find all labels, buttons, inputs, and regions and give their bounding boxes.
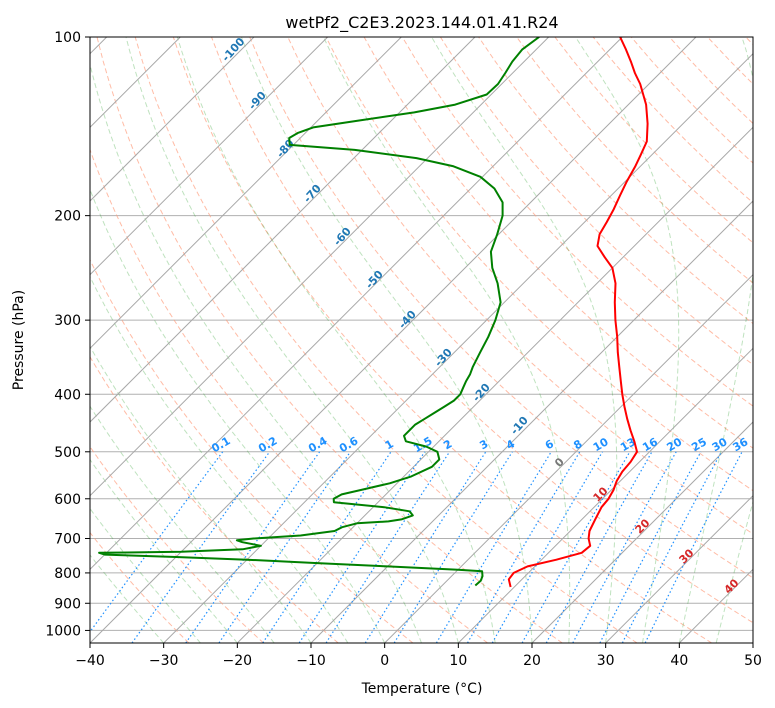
mixing-ratio-line (521, 451, 631, 643)
moist-adiabat-line (678, 37, 753, 643)
y-tick-label: 900 (54, 596, 81, 612)
moist-adiabat-line (431, 37, 618, 643)
moist-adiabat-line (90, 188, 386, 643)
y-tick-label: 300 (54, 313, 81, 329)
isotherm-line (90, 37, 329, 276)
isotherm-line (531, 421, 753, 643)
moist-adiabat-line (90, 405, 275, 643)
mixing-ratio-line (644, 451, 743, 643)
isotherm-line (384, 273, 753, 643)
isotherm-line (90, 37, 623, 571)
mixing-ratio-line (90, 451, 224, 633)
x-axis-title: Temperature (°C) (361, 681, 483, 697)
moist-adiabat-line (323, 37, 571, 643)
isotherm-line (90, 37, 476, 423)
dry-adiabat-line (134, 37, 638, 643)
mixing-ratio-line (364, 451, 487, 643)
x-tick-label: −40 (75, 653, 105, 669)
isotherm-line (90, 37, 550, 497)
y-tick-label: 400 (54, 387, 81, 403)
x-tick-label: −30 (149, 653, 179, 669)
isotherm-line (457, 347, 753, 643)
mixing-ratio-line (185, 451, 321, 643)
dry-adiabat-line (96, 37, 563, 643)
moist-adiabat-line (176, 37, 496, 643)
moist-adiabat-line (90, 458, 238, 643)
y-tick-label: 200 (54, 209, 81, 225)
x-tick-label: 10 (449, 653, 467, 669)
mixing-ratio-lines (90, 451, 743, 643)
x-axis: −40 −30 −20 −10 0 10 20 30 40 50 (75, 643, 762, 669)
mixing-ratio-line (599, 451, 702, 643)
isotherm-line (90, 37, 402, 350)
mixing-ratio-line (572, 451, 677, 643)
mixing-ratio-line (435, 451, 552, 643)
moist-adiabat-line (125, 37, 459, 643)
x-tick-label: 30 (597, 653, 615, 669)
moist-adiabat-line (240, 37, 533, 643)
sounding-series (98, 37, 649, 588)
mixing-ratio-line (262, 451, 392, 643)
mixing-ratio-line (325, 451, 451, 643)
dry-adiabat-line (90, 148, 488, 643)
moist-adiabat-line (90, 275, 349, 643)
y-tick-label: 1000 (45, 623, 81, 639)
mixing-ratio-line (131, 451, 271, 643)
y-tick-label: 700 (54, 532, 81, 548)
y-tick-label: 600 (54, 492, 81, 508)
isotherm-line (163, 52, 753, 643)
isotherm-line (90, 37, 697, 643)
dry-adiabat-line (249, 37, 753, 579)
mixing-ratio-line (545, 451, 653, 643)
x-tick-label: 40 (670, 653, 688, 669)
dry-adiabat-line (90, 531, 190, 643)
plot-frame (89, 36, 754, 644)
y-axis-title: Pressure (hPa) (11, 290, 27, 390)
dry-adiabat-line (401, 37, 753, 407)
dry-adiabat-line (325, 37, 753, 492)
x-tick-label: 50 (744, 653, 762, 669)
chart-title: wetPf2_C2E3.2023.144.01.41.R24 (285, 13, 558, 33)
moist-adiabat-line (715, 499, 753, 643)
moist-adiabats (90, 37, 753, 643)
dry-adiabat-line (90, 355, 339, 643)
y-axis: 100 200 300 400 500 600 700 800 900 1000 (45, 30, 90, 639)
dry-adiabat-line (211, 37, 753, 624)
y-tick-label: 100 (54, 30, 81, 46)
y-tick-label: 800 (54, 566, 81, 582)
dry-adiabat-line (516, 37, 753, 284)
x-tick-label: −20 (223, 653, 253, 669)
dewpoint-profile-line (98, 37, 540, 587)
dry-adiabat-line (172, 37, 712, 643)
isotherms (90, 37, 753, 643)
isotherm-line (310, 200, 753, 643)
pressure-gridlines (90, 37, 753, 631)
dry-adiabat-line (439, 37, 753, 366)
x-tick-label: −10 (296, 653, 326, 669)
x-tick-label: 0 (380, 653, 389, 669)
dry-adiabats (90, 37, 753, 643)
isotherm-line (90, 37, 255, 202)
moist-adiabat-line (90, 62, 422, 643)
mixing-ratio-line (218, 451, 351, 643)
x-tick-label: 20 (523, 653, 541, 669)
dry-adiabat-line (90, 445, 264, 643)
temperature-profile-line (507, 37, 649, 588)
isotherm-line (236, 126, 753, 643)
moist-adiabat-line (575, 37, 680, 643)
y-tick-label: 500 (54, 445, 81, 461)
isotherm-line (605, 494, 753, 643)
